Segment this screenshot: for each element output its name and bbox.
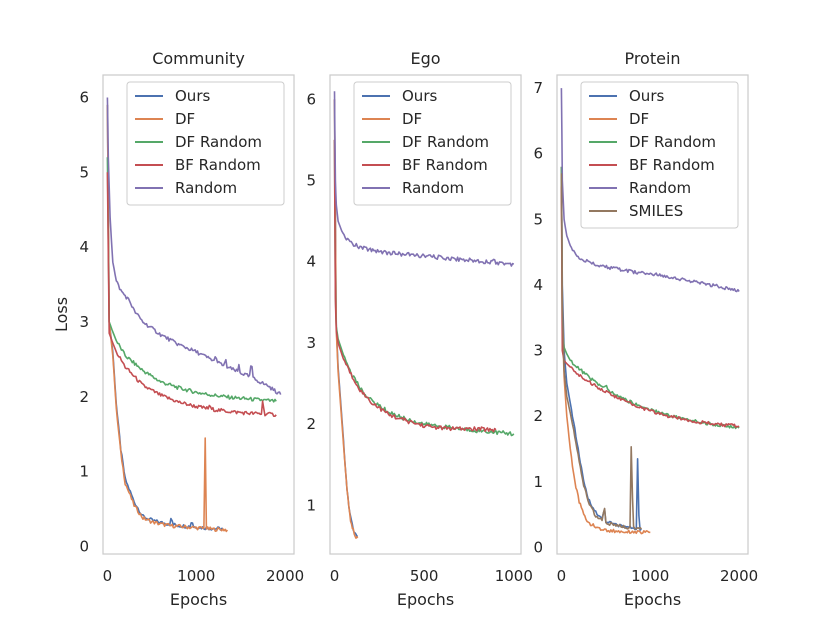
series-line-bf-random	[106, 172, 277, 417]
panel-title-community: Community	[152, 49, 245, 68]
series-line-df-random	[333, 139, 515, 437]
series-line-smiles	[560, 173, 643, 530]
y-tick-label: 2	[79, 388, 89, 406]
y-tick-label: 3	[79, 313, 89, 331]
y-tick-label: 1	[79, 463, 89, 481]
x-axis-label: Epochs	[170, 590, 227, 609]
x-tick-label: 500	[410, 567, 439, 585]
legend-label: Random	[175, 179, 237, 197]
series-line-random	[106, 97, 282, 395]
y-tick-label: 3	[533, 342, 543, 360]
y-tick-label: 1	[533, 473, 543, 491]
x-tick-label: 1000	[495, 567, 533, 585]
series-line-df	[560, 166, 651, 535]
series-line-bf-random	[333, 139, 497, 433]
x-axis-label: Epochs	[624, 590, 681, 609]
y-tick-label: 6	[79, 88, 89, 106]
x-tick-label: 2000	[266, 567, 304, 585]
x-tick-label: 1000	[177, 567, 215, 585]
x-axis-label: Epochs	[397, 590, 454, 609]
legend-box	[126, 81, 285, 206]
legend-label: BF Random	[175, 156, 261, 174]
legend-label: Random	[629, 179, 691, 197]
legend-label: Ours	[175, 87, 210, 105]
panel-title-ego: Ego	[410, 49, 440, 68]
y-tick-label: 6	[306, 90, 316, 108]
y-tick-label: 5	[306, 172, 316, 190]
series-line-random	[560, 88, 740, 293]
y-tick-label: 2	[306, 415, 316, 433]
legend-label: DF	[629, 110, 649, 128]
legend-label: SMILES	[629, 202, 683, 220]
y-tick-label: 6	[533, 145, 543, 163]
legend-label: DF Random	[402, 133, 489, 151]
series-line-ours	[560, 166, 642, 531]
series-line-bf-random	[560, 186, 740, 428]
series-line-df	[333, 99, 359, 539]
legend-label: Random	[402, 179, 464, 197]
x-tick-label: 0	[330, 567, 340, 585]
y-tick-label: 2	[533, 407, 543, 425]
legend-label: BF Random	[629, 156, 715, 174]
x-tick-label: 0	[557, 567, 567, 585]
y-tick-label: 7	[533, 79, 543, 97]
y-tick-label: 4	[533, 276, 543, 294]
legend-label: DF	[175, 110, 195, 128]
y-tick-label: 4	[306, 253, 316, 271]
x-tick-label: 1000	[631, 567, 669, 585]
legend-label: DF	[402, 110, 422, 128]
series-line-df-random	[106, 157, 277, 403]
panel-title-protein: Protein	[624, 49, 680, 68]
series-line-df	[106, 104, 229, 533]
legend-box	[353, 81, 512, 206]
legend-label: DF Random	[629, 133, 716, 151]
y-axis-label: Loss	[52, 297, 71, 332]
y-tick-label: 1	[306, 496, 316, 514]
legend-label: Ours	[629, 87, 664, 105]
legend-label: DF Random	[175, 133, 262, 151]
legend-label: BF Random	[402, 156, 488, 174]
y-tick-label: 0	[79, 538, 89, 556]
legend-box	[580, 81, 739, 229]
y-tick-label: 3	[306, 334, 316, 352]
legend-label: Ours	[402, 87, 437, 105]
x-tick-label: 0	[103, 567, 113, 585]
y-tick-label: 4	[79, 238, 89, 256]
y-tick-label: 5	[79, 163, 89, 181]
x-tick-label: 2000	[720, 567, 758, 585]
y-tick-label: 5	[533, 210, 543, 228]
series-line-random	[333, 91, 515, 267]
y-tick-label: 0	[533, 538, 543, 556]
